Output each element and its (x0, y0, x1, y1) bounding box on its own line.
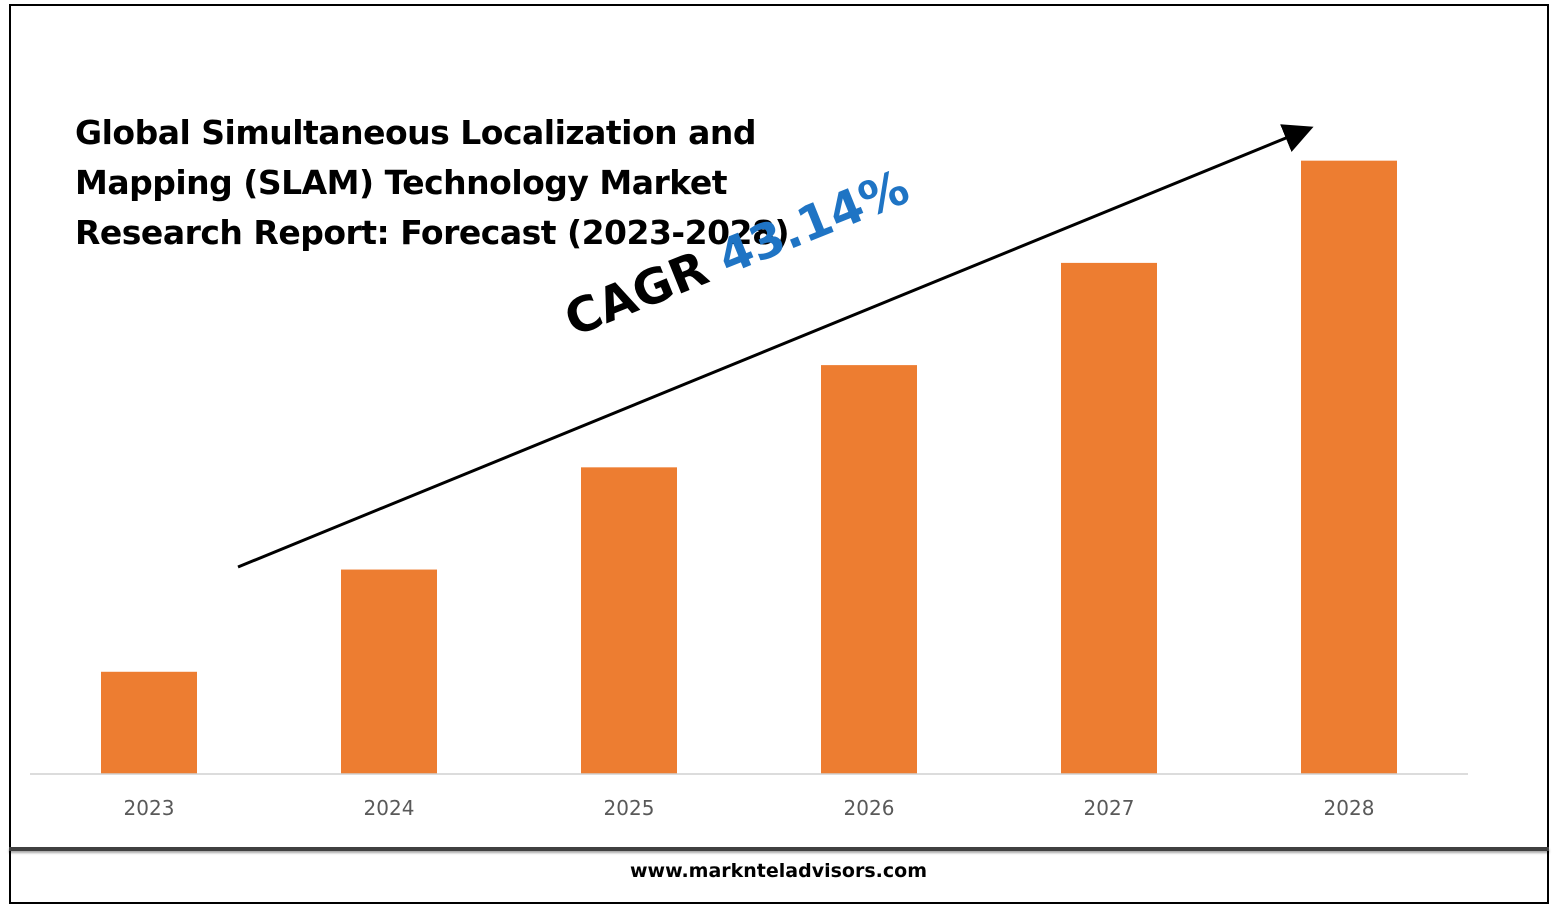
footer-divider (9, 847, 1549, 851)
x-tick-label: 2027 (1084, 796, 1135, 820)
footer-url: www.marknteladvisors.com (630, 860, 927, 882)
bar-2024 (341, 569, 437, 774)
bar-2027 (1061, 262, 1157, 774)
bar-2023 (101, 671, 197, 774)
chart-title-line: Mapping (SLAM) Technology Market (75, 163, 728, 202)
bar-2028 (1301, 160, 1397, 774)
chart-frame (9, 4, 1549, 904)
trend-arrow (237, 124, 1314, 569)
x-tick-label: 2025 (604, 796, 655, 820)
x-tick-label: 2024 (364, 796, 415, 820)
x-tick-label: 2028 (1324, 796, 1375, 820)
bar-2026 (821, 365, 917, 774)
chart-title-line: Research Report: Forecast (2023-2028) (75, 213, 790, 252)
bar-2025 (581, 467, 677, 774)
x-tick-label: 2026 (844, 796, 895, 820)
chart-title-line: Global Simultaneous Localization and (75, 113, 757, 152)
chart-title: Global Simultaneous Localization and Map… (75, 108, 795, 258)
x-tick-label: 2023 (124, 796, 175, 820)
